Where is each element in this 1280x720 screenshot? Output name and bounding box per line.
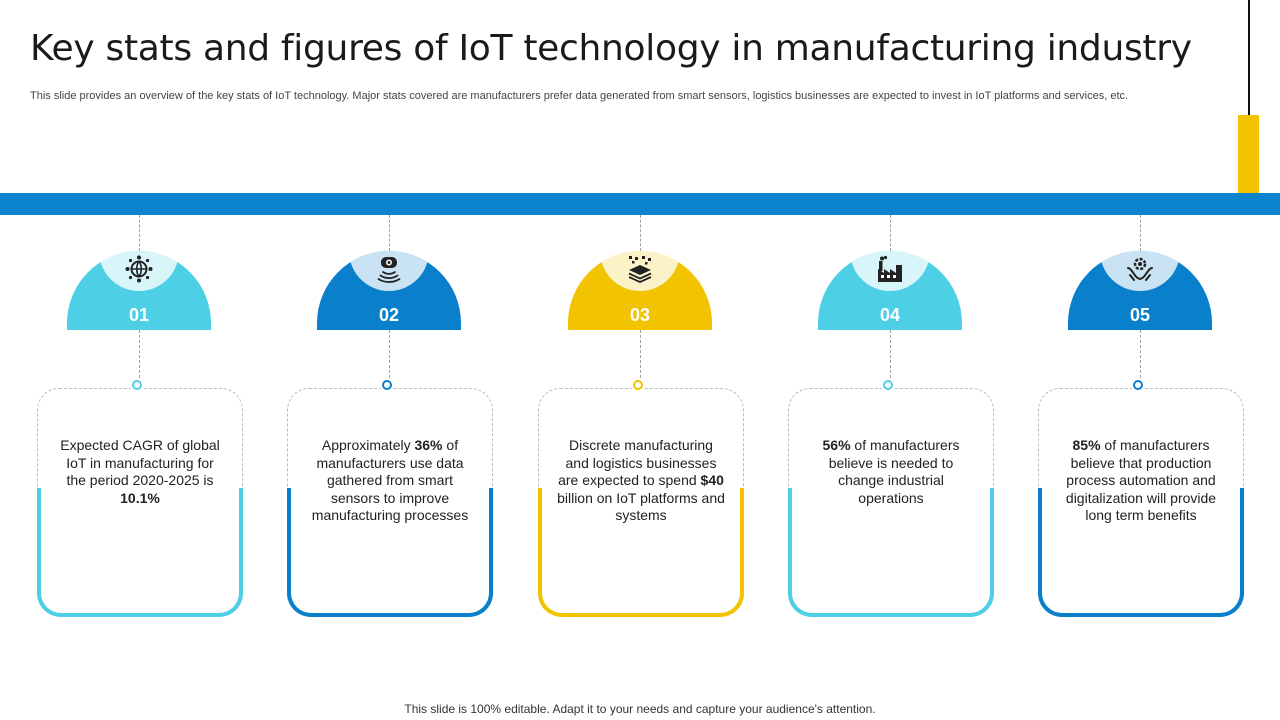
connector-line <box>139 215 140 251</box>
stat-item: 02 Approximately 36% of manufacturers us… <box>287 215 493 617</box>
stat-text: Approximately 36% of manufacturers use d… <box>305 437 475 525</box>
connector-dot <box>881 378 895 392</box>
number-dome: 01 <box>67 251 211 330</box>
stat-text: 56% of manufacturers believe is needed t… <box>806 437 976 507</box>
stat-text: 85% of manufacturers believe that produc… <box>1056 437 1226 525</box>
stat-text-before: Expected CAGR of global IoT in manufactu… <box>60 437 220 488</box>
stat-text-after: of manufacturers use data gathered from … <box>311 437 469 523</box>
decorative-line <box>1248 0 1250 118</box>
stat-highlight: $40 <box>700 472 724 488</box>
stat-text-after: of manufacturers believe that production… <box>1065 437 1217 523</box>
slide-footer: This slide is 100% editable. Adapt it to… <box>404 702 876 716</box>
stat-highlight: 56% <box>822 437 851 453</box>
step-number: 04 <box>879 305 901 325</box>
step-number: 01 <box>128 305 150 325</box>
connector-line <box>640 330 641 388</box>
layers-data-icon <box>626 255 654 283</box>
connector-dot <box>1131 378 1145 392</box>
connector-line <box>389 215 390 251</box>
step-number: 02 <box>378 305 400 325</box>
slide-subtitle: This slide provides an overview of the k… <box>30 90 1129 102</box>
stat-highlight: 85% <box>1072 437 1101 453</box>
stat-text-after: billion on IoT platforms and systems <box>557 489 725 524</box>
card-accent-border <box>37 488 243 617</box>
connector-line <box>640 215 641 251</box>
stat-text-before: Approximately <box>321 437 415 453</box>
stat-text: Expected CAGR of global IoT in manufactu… <box>55 437 225 507</box>
stat-item: 05 85% of manufacturers believe that pro… <box>1038 215 1244 617</box>
connector-line <box>890 215 891 251</box>
stat-highlight: 36% <box>414 437 443 453</box>
card-accent-border <box>788 488 994 617</box>
connector-line <box>1140 330 1141 388</box>
stat-item: 03 Discrete manufacturing and logistics … <box>538 215 744 617</box>
stat-item: 01 Expected CAGR of global IoT in manufa… <box>37 215 243 617</box>
globe-network-icon <box>125 255 153 283</box>
connector-line <box>389 330 390 388</box>
card-accent-border <box>538 488 744 617</box>
connector-dot <box>380 378 394 392</box>
number-dome: 03 <box>568 251 712 330</box>
connector-line <box>139 330 140 388</box>
card-accent-border <box>1038 488 1244 617</box>
card-accent-border <box>287 488 493 617</box>
step-number: 03 <box>629 305 651 325</box>
stat-text-after: of manufacturers believe is needed to ch… <box>828 437 960 506</box>
number-dome: 05 <box>1068 251 1212 330</box>
stat-highlight: 10.1% <box>120 489 160 506</box>
connector-dot <box>130 378 144 392</box>
number-dome: 02 <box>317 251 461 330</box>
factory-icon <box>876 255 904 283</box>
connector-line <box>1140 215 1141 251</box>
decorative-accent-block <box>1238 115 1259 193</box>
stat-text: Discrete manufacturing and logistics bus… <box>556 437 726 525</box>
stat-item: 04 56% of manufacturers believe is neede… <box>788 215 994 617</box>
number-dome: 04 <box>818 251 962 330</box>
smart-sensor-icon <box>375 255 403 283</box>
connector-line <box>890 330 891 388</box>
hands-gear-icon <box>1126 255 1154 283</box>
stat-text-before: Discrete manufacturing and logistics bus… <box>558 437 717 488</box>
timeline-band <box>0 193 1280 215</box>
connector-dot <box>631 378 645 392</box>
step-number: 05 <box>1129 305 1151 325</box>
slide-title: Key stats and figures of IoT technology … <box>30 28 1192 69</box>
